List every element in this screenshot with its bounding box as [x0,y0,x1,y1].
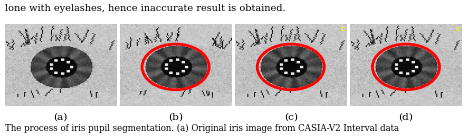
Text: (b): (b) [168,112,183,121]
Text: (a): (a) [53,112,68,121]
Text: (d): (d) [399,112,413,121]
Text: C: C [340,27,344,32]
Text: The process of iris pupil segmentation. (a) Original iris image from CASIA-V2 In: The process of iris pupil segmentation. … [5,124,399,133]
Text: (c): (c) [284,112,298,121]
Text: lone with eyelashes, hence inaccurate result is obtained.: lone with eyelashes, hence inaccurate re… [5,4,285,13]
Text: C: C [456,27,459,32]
